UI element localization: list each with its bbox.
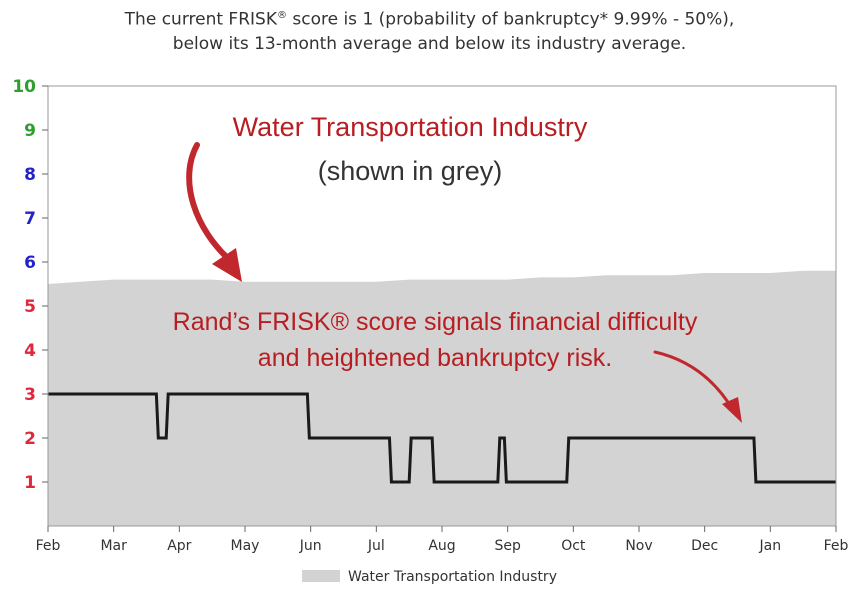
x-tick-label: Apr	[167, 538, 191, 554]
x-tick-label: Feb	[36, 538, 61, 554]
y-tick-label: 10	[12, 77, 36, 97]
company-score-line	[48, 392, 836, 484]
header-line-1: The current FRISK® score is 1 (probabili…	[0, 4, 859, 32]
y-tick-label: 3	[24, 385, 36, 405]
x-tick-label: Oct	[561, 538, 586, 554]
industry-area-layer	[48, 270, 836, 526]
industry-area	[48, 270, 836, 526]
x-axis: Feb Mar Apr May Jun Jul Aug Sep Oct Nov Dec Jan Feb	[36, 526, 849, 554]
legend-swatch	[302, 570, 341, 582]
legend-label: Water Transportation Industry	[348, 569, 557, 585]
x-tick-label: Nov	[625, 538, 652, 554]
y-tick-label: 8	[24, 165, 36, 185]
chart-legend: Water Transportation Industry	[0, 569, 859, 585]
industry-annotation-title: Water Transportation Industry	[232, 112, 588, 142]
annotation-arrows	[186, 142, 742, 423]
y-tick-label: 6	[24, 253, 36, 273]
x-tick-label: Jul	[367, 538, 385, 554]
chart-header: The current FRISK® score is 1 (probabili…	[0, 4, 859, 56]
arrow-to-industry-icon	[186, 142, 235, 265]
header-line-1-pre: The current FRISK	[124, 9, 277, 30]
y-tick-label: 9	[24, 121, 36, 141]
y-tick-label: 2	[24, 429, 36, 449]
arrow-head-industry-icon	[212, 248, 242, 282]
x-tick-label: Jun	[299, 538, 322, 554]
arrow-head-recent-score-icon	[722, 397, 742, 423]
x-tick-label: May	[231, 538, 260, 554]
header-registered-mark: ®	[276, 10, 287, 21]
x-tick-label: Jan	[759, 538, 782, 554]
arrow-to-recent-score-icon	[653, 350, 735, 412]
company-score-layer	[48, 392, 836, 484]
x-tick-label: Mar	[100, 538, 127, 554]
y-tick-label: 7	[24, 209, 36, 229]
x-tick-label: Dec	[691, 538, 718, 554]
x-tick-label: Sep	[494, 538, 521, 554]
x-tick-label: Feb	[824, 538, 849, 554]
header-line-2: below its 13-month average and below its…	[172, 33, 687, 54]
y-tick-label: 4	[24, 341, 36, 361]
y-axis: 1 2 3 4 5 6 7 8 9 10	[12, 77, 48, 493]
frisk-annotation-line-2: and heightened bankruptcy risk.	[257, 344, 613, 372]
industry-annotation-subtitle: (shown in grey)	[317, 156, 503, 186]
header-line-1-post: score is 1 (probability of bankruptcy* 9…	[286, 9, 735, 30]
x-tick-label: Aug	[428, 538, 455, 554]
frisk-annotation-line-1: Rand’s FRISK® score signals financial di…	[172, 308, 698, 336]
y-tick-label: 5	[24, 297, 36, 317]
y-tick-label: 1	[24, 473, 36, 493]
